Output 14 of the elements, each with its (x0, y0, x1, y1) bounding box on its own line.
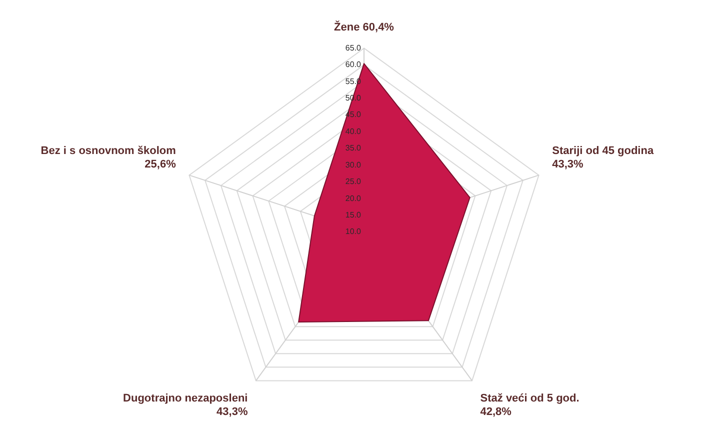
spoke-label: Stariji od 45 godina 43,3% (552, 145, 654, 170)
y-tick-label: 15.0 (345, 210, 362, 220)
y-tick-label: 10.0 (345, 227, 362, 236)
spoke-label: Bez i s osnovnom školom 25,6% (40, 145, 176, 170)
y-tick-label: 40.0 (345, 126, 362, 136)
spoke-label: Staž veći od 5 god. 42,8% (480, 392, 580, 418)
y-tick-label: 25.0 (345, 177, 362, 186)
spoke-label: Žene 60,4% (334, 20, 394, 34)
spoke-label: Dugotrajno nezaposleni 43,3% (123, 392, 248, 418)
y-tick-label: 20.0 (345, 194, 362, 203)
y-tick-label: 65.0 (345, 43, 362, 52)
y-tick-label: 30.0 (345, 160, 362, 170)
y-tick-label: 60.0 (345, 60, 362, 70)
y-tick-label: 35.0 (345, 144, 362, 153)
